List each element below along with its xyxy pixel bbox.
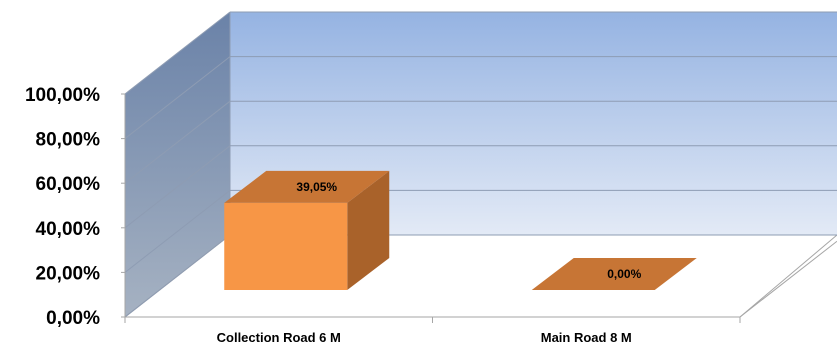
y-tick-label: 0,00%	[46, 308, 100, 329]
side-wall	[125, 12, 230, 317]
bar-top	[531, 258, 697, 290]
y-tick-label: 20,00%	[36, 263, 101, 284]
data-label: 39,05%	[296, 180, 337, 194]
bar-side	[347, 170, 390, 290]
y-tick-label: 80,00%	[36, 130, 101, 151]
gridline-side	[124, 145, 231, 229]
gridline-side	[124, 56, 231, 139]
y-tick-label: 60,00%	[36, 174, 101, 195]
bar-front	[224, 202, 348, 290]
gridline-side	[124, 11, 231, 95]
bar-top	[224, 170, 390, 203]
floor-right-edge	[739, 240, 837, 318]
x-category-label: Main Road 8 M	[541, 330, 632, 345]
y-tick-label: 100,00%	[25, 85, 100, 106]
data-label: 0,00%	[607, 267, 641, 281]
x-category-label: Collection Road 6 M	[217, 330, 341, 345]
gridline-side	[124, 234, 231, 318]
gridline-side	[124, 100, 231, 184]
y-tick-label: 40,00%	[36, 219, 101, 240]
gridline-side	[124, 190, 231, 273]
